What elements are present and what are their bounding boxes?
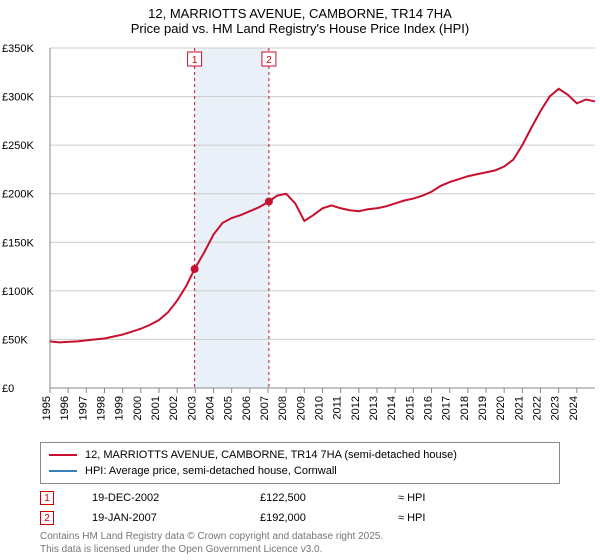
sale-marker-0: 1 [40,491,54,505]
svg-text:£350K: £350K [2,43,34,55]
sale-table: 1 19-DEC-2002 £122,500 ≈ HPI 2 19-JAN-20… [40,488,560,528]
sale-marker-1: 2 [40,511,54,525]
legend-swatch-1 [49,470,77,472]
legend-label-0: 12, MARRIOTTS AVENUE, CAMBORNE, TR14 7HA… [85,449,457,461]
svg-text:2017: 2017 [441,396,453,420]
svg-text:2006: 2006 [241,396,253,420]
chart-container: 12, MARRIOTTS AVENUE, CAMBORNE, TR14 7HA… [0,0,600,560]
sale-row-1: 2 19-JAN-2007 £192,000 ≈ HPI [40,508,560,528]
legend-label-1: HPI: Average price, semi-detached house,… [85,465,337,477]
svg-text:£50K: £50K [2,334,28,346]
svg-text:2021: 2021 [513,396,525,420]
sale-rel-1: ≈ HPI [398,512,425,524]
svg-text:2024: 2024 [568,396,580,420]
svg-text:2013: 2013 [368,396,380,420]
svg-text:2019: 2019 [477,396,489,420]
chart-area: £0 £50K £100K £150K £200K £250K £300K £350K 1995… [0,38,600,438]
svg-text:2001: 2001 [150,396,162,420]
svg-text:1: 1 [192,55,198,66]
svg-text:2007: 2007 [259,396,271,420]
svg-text:2009: 2009 [295,396,307,420]
footer: Contains HM Land Registry data © Crown c… [40,530,560,556]
svg-text:£250K: £250K [2,140,34,152]
svg-text:2012: 2012 [350,396,362,420]
svg-text:2014: 2014 [386,396,398,420]
svg-text:2005: 2005 [223,396,235,420]
sale-price-1: £192,000 [260,512,360,524]
legend-row-1: HPI: Average price, semi-detached house,… [49,463,551,479]
svg-text:£300K: £300K [2,92,34,104]
svg-text:2008: 2008 [277,396,289,420]
svg-text:£200K: £200K [2,189,34,201]
sale-date-0: 19-DEC-2002 [92,492,222,504]
svg-text:2015: 2015 [404,396,416,420]
svg-text:2022: 2022 [532,396,544,420]
svg-text:1996: 1996 [59,396,71,420]
svg-text:2: 2 [266,55,272,66]
svg-text:2003: 2003 [186,396,198,420]
sale-rel-0: ≈ HPI [398,492,425,504]
chart-svg: £0 £50K £100K £150K £200K £250K £300K £350K 1995… [0,38,600,438]
sale-price-0: £122,500 [260,492,360,504]
svg-text:1998: 1998 [96,396,108,420]
svg-text:2002: 2002 [168,396,180,420]
svg-text:£100K: £100K [2,286,34,298]
legend-row-0: 12, MARRIOTTS AVENUE, CAMBORNE, TR14 7HA… [49,447,551,463]
svg-text:2000: 2000 [132,396,144,420]
sale-date-1: 19-JAN-2007 [92,512,222,524]
footer-line1: Contains HM Land Registry data © Crown c… [40,530,560,543]
footer-line2: This data is licensed under the Open Gov… [40,543,560,556]
title-line2: Price paid vs. HM Land Registry's House … [0,21,600,36]
svg-text:2023: 2023 [550,396,562,420]
svg-text:1997: 1997 [77,396,89,420]
title-line1: 12, MARRIOTTS AVENUE, CAMBORNE, TR14 7HA [0,6,600,21]
sale-row-0: 1 19-DEC-2002 £122,500 ≈ HPI [40,488,560,508]
svg-text:2010: 2010 [314,396,326,420]
legend-swatch-0 [49,454,77,456]
svg-text:1999: 1999 [114,396,126,420]
legend: 12, MARRIOTTS AVENUE, CAMBORNE, TR14 7HA… [40,442,560,484]
svg-text:£0: £0 [2,383,14,395]
svg-text:2011: 2011 [332,396,344,420]
svg-text:2020: 2020 [495,396,507,420]
svg-text:1995: 1995 [41,396,53,420]
svg-text:2018: 2018 [459,396,471,420]
title-block: 12, MARRIOTTS AVENUE, CAMBORNE, TR14 7HA… [0,0,600,38]
svg-text:£150K: £150K [2,237,34,249]
svg-text:2016: 2016 [423,396,435,420]
svg-text:2004: 2004 [205,396,217,420]
